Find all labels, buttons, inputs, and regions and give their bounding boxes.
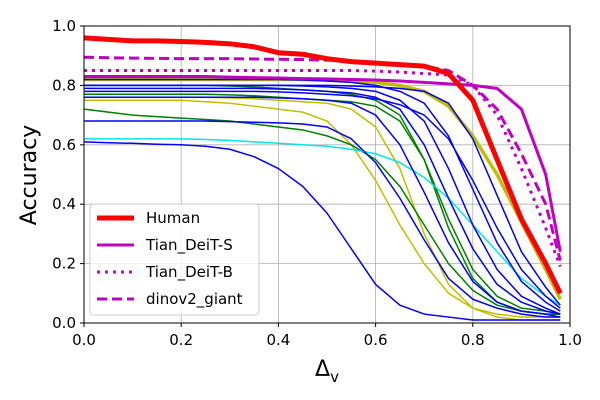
y-axis-label: Accuracy bbox=[17, 125, 42, 225]
series-line-model-b2 bbox=[84, 120, 561, 318]
x-axis-label-subscript: v bbox=[330, 368, 339, 386]
x-tick-label-3: 0.6 bbox=[364, 331, 388, 349]
legend-box bbox=[89, 203, 260, 316]
series-line-model-b1 bbox=[84, 141, 561, 321]
series-line-model-g1 bbox=[84, 108, 561, 315]
series-line-model-y2 bbox=[84, 99, 561, 321]
x-tick-label-5: 1.0 bbox=[558, 331, 582, 349]
x-axis-label-base: Δ bbox=[315, 357, 330, 382]
y-tick-label-2: 0.4 bbox=[52, 195, 76, 213]
series-line-tian-deit-b bbox=[84, 69, 562, 268]
x-tick-label-2: 0.4 bbox=[266, 331, 290, 349]
series-line-model-b7 bbox=[84, 90, 561, 309]
legend-label-dinov2-giant: dinov2_giant bbox=[146, 290, 243, 309]
series-line-model-b8 bbox=[84, 84, 561, 306]
y-tick-label-1: 0.2 bbox=[52, 255, 76, 273]
y-tick-label-4: 0.8 bbox=[52, 76, 76, 94]
series-line-model-b4 bbox=[84, 87, 561, 315]
series-line-model-b3 bbox=[84, 96, 561, 318]
y-tick-label-3: 0.6 bbox=[52, 136, 76, 154]
series-layer bbox=[84, 35, 563, 321]
axis-ticks: 0.0 0.2 0.4 0.6 0.8 1.0 0.0 0.2 0.4 0.6 0.8 1.0 bbox=[52, 17, 582, 349]
x-tick-label-1: 0.2 bbox=[169, 331, 193, 349]
x-axis-label: Δv bbox=[315, 357, 339, 386]
series-line-model-c1 bbox=[84, 138, 561, 306]
y-tick-label-0: 0.0 bbox=[52, 314, 76, 332]
plot-frame bbox=[83, 25, 571, 324]
x-tick-label-4: 0.8 bbox=[461, 331, 485, 349]
x-tick-label-0: 0.0 bbox=[72, 331, 96, 349]
legend-label-human: Human bbox=[146, 209, 200, 227]
legend: Human Tian_DeiT-S Tian_DeiT-B dinov2_giant bbox=[89, 203, 260, 316]
series-line-human bbox=[84, 35, 563, 295]
series-line-tian-deit-s bbox=[84, 74, 562, 252]
legend-label-tian-deit-s: Tian_DeiT-S bbox=[145, 236, 233, 255]
legend-label-tian-deit-b: Tian_DeiT-B bbox=[145, 263, 233, 282]
series-line-model-b6 bbox=[84, 78, 561, 312]
y-tick-label-5: 1.0 bbox=[52, 17, 76, 35]
